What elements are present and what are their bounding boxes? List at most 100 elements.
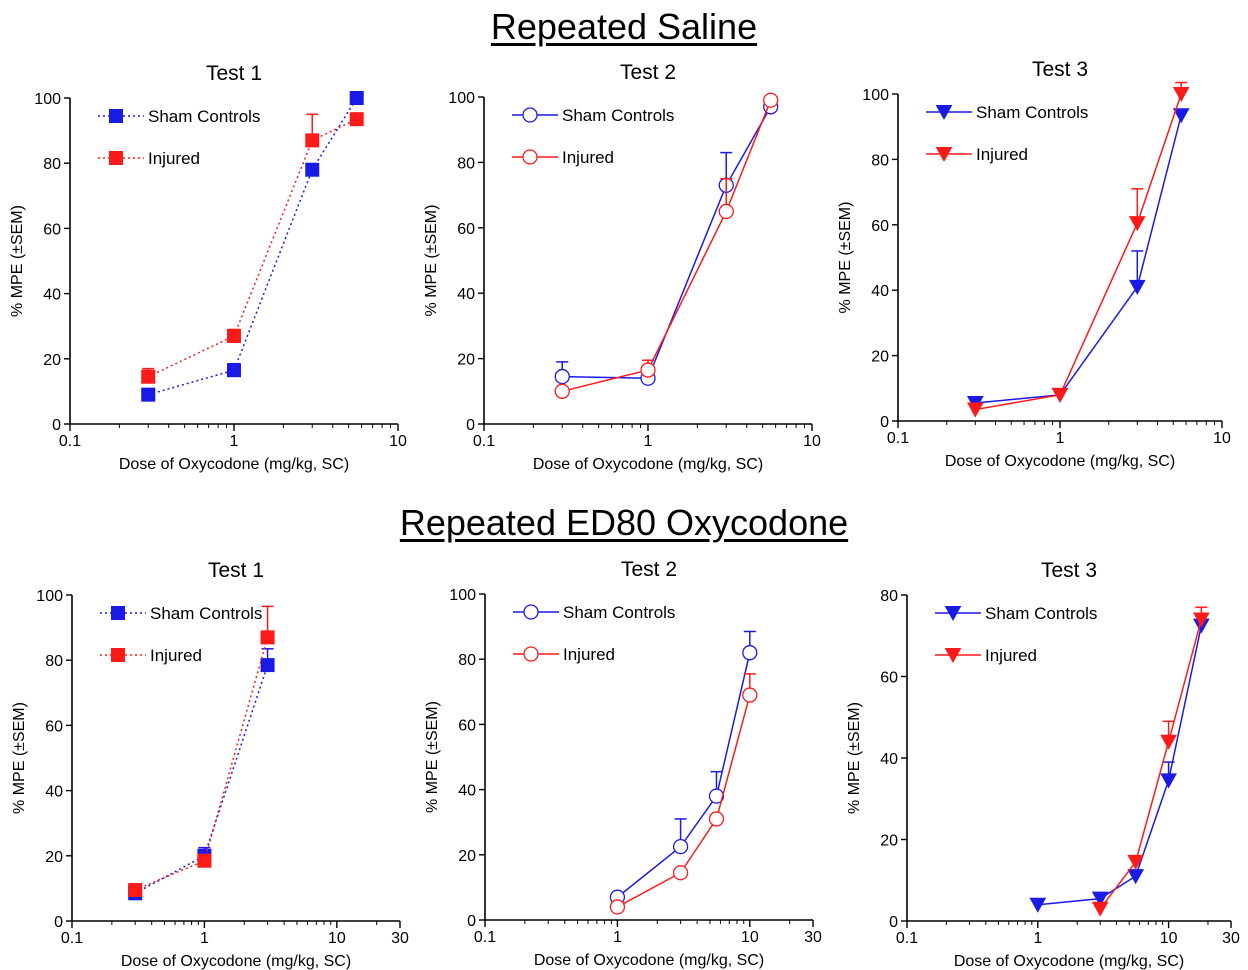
y-tick-label: 40 (45, 784, 63, 801)
legend-marker (110, 152, 123, 165)
chart-panel-3: Test 30204060801000.1110Dose of Oxycodon… (837, 58, 1231, 470)
data-point (709, 812, 723, 826)
data-point (1174, 88, 1189, 102)
x-tick-label: 30 (1222, 930, 1240, 947)
y-tick-label: 100 (36, 588, 63, 605)
x-tick-label: 30 (804, 929, 822, 946)
y-tick-label: 40 (43, 287, 61, 304)
y-tick-label: 80 (43, 156, 61, 173)
y-tick-label: 80 (457, 155, 475, 172)
data-point (1130, 217, 1145, 231)
series-line (617, 653, 749, 898)
data-point (555, 370, 569, 384)
y-tick-label: 60 (457, 221, 475, 238)
chart-panel-4: Test 10204060801000.111030Dose of Oxycod… (11, 559, 409, 970)
y-tick-label: 100 (448, 90, 475, 107)
data-point (674, 866, 688, 880)
series-line (148, 98, 356, 395)
y-tick-label: 0 (54, 914, 63, 931)
y-tick-label: 20 (458, 848, 476, 865)
data-point (555, 384, 569, 398)
data-point (142, 370, 155, 383)
data-point (129, 884, 142, 897)
y-tick-label: 20 (45, 849, 63, 866)
data-point (142, 388, 155, 401)
legend: Sham ControlsInjured (513, 603, 675, 664)
legend-label: Sham Controls (985, 604, 1097, 623)
legend-label: Injured (985, 646, 1037, 665)
legend-label: Injured (563, 645, 615, 664)
legend-label: Injured (148, 149, 200, 168)
x-tick-label: 0.1 (61, 930, 83, 947)
data-point (350, 92, 363, 105)
series-line (1100, 619, 1201, 908)
y-axis-label: % MPE (±SEM) (837, 202, 854, 314)
chart-title: Test 3 (1032, 58, 1088, 81)
x-tick-label: 0.1 (473, 433, 495, 450)
y-tick-label: 100 (34, 91, 61, 108)
x-tick-label: 0.1 (896, 930, 918, 947)
chart-title: Test 2 (621, 558, 677, 581)
data-point (1161, 774, 1176, 788)
x-tick-label: 1 (1033, 930, 1042, 947)
chart-panel-1: Test 10204060801000.1110Dose of Oxycodon… (9, 62, 407, 473)
data-point (1128, 870, 1143, 884)
data-point (719, 204, 733, 218)
x-axis-label: Dose of Oxycodone (mg/kg, SC) (534, 952, 764, 969)
legend-marker (523, 150, 537, 164)
data-point (674, 840, 688, 854)
y-tick-label: 40 (457, 286, 475, 303)
x-axis-label: Dose of Oxycodone (mg/kg, SC) (119, 456, 349, 473)
legend-marker (524, 647, 538, 661)
series-sham (142, 92, 363, 402)
data-point (261, 631, 274, 644)
data-point (764, 93, 778, 107)
y-tick-label: 0 (466, 417, 475, 434)
legend-label: Sham Controls (562, 106, 674, 125)
chart-title: Test 3 (1041, 559, 1097, 582)
legend-label: Injured (562, 148, 614, 167)
x-tick-label: 1 (613, 929, 622, 946)
x-tick-label: 10 (1160, 930, 1178, 947)
y-tick-label: 60 (43, 221, 61, 238)
data-point (306, 134, 319, 147)
data-point (968, 403, 983, 417)
x-axis-label: Dose of Oxycodone (mg/kg, SC) (533, 456, 763, 473)
chart-title: Test 1 (208, 559, 264, 582)
data-point (306, 163, 319, 176)
y-tick-label: 40 (458, 783, 476, 800)
x-tick-label: 10 (741, 929, 759, 946)
chart-panel-5: Test 20204060801000.111030Dose of Oxycod… (424, 558, 822, 969)
y-tick-label: 0 (52, 417, 61, 434)
legend-marker (523, 108, 537, 122)
y-tick-label: 80 (880, 588, 898, 605)
y-axis-label: % MPE (±SEM) (424, 701, 441, 813)
legend: Sham ControlsInjured (926, 103, 1088, 164)
y-tick-label: 100 (449, 587, 476, 604)
y-tick-label: 80 (458, 652, 476, 669)
data-point (1093, 902, 1108, 916)
x-tick-label: 10 (389, 433, 407, 450)
series-line (1038, 626, 1202, 905)
y-tick-label: 100 (862, 87, 889, 104)
chart-panel-6: Test 30204060800.111030Dose of Oxycodone… (846, 559, 1240, 970)
x-axis-label: Dose of Oxycodone (mg/kg, SC) (954, 953, 1184, 970)
legend-label: Injured (976, 145, 1028, 164)
x-axis-label: Dose of Oxycodone (mg/kg, SC) (121, 953, 351, 970)
y-tick-label: 80 (45, 653, 63, 670)
series-sham (1030, 613, 1209, 911)
legend: Sham ControlsInjured (100, 604, 262, 665)
series-sham (555, 100, 777, 385)
x-tick-label: 0.1 (887, 430, 909, 447)
y-tick-label: 0 (467, 913, 476, 930)
series-sham (610, 631, 756, 904)
x-tick-label: 0.1 (474, 929, 496, 946)
legend-marker (112, 607, 125, 620)
x-tick-label: 0.1 (59, 433, 81, 450)
data-point (1161, 735, 1176, 749)
legend: Sham Controls Injured (512, 106, 674, 167)
x-axis-label: Dose of Oxycodone (mg/kg, SC) (945, 453, 1175, 470)
y-tick-label: 0 (880, 414, 889, 431)
y-tick-label: 80 (871, 152, 889, 169)
